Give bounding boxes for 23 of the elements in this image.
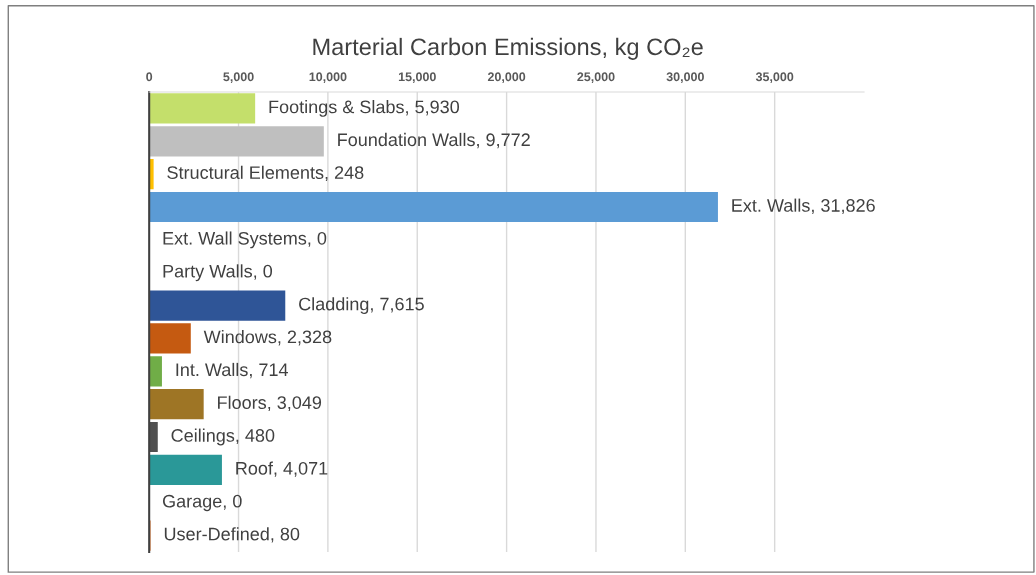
data-label: Ceilings, 480	[171, 428, 275, 446]
data-label: Structural Elements, 248	[167, 165, 364, 182]
data-label: Footings & Slabs, 5,930	[269, 100, 460, 117]
data-label: Roof, 4,071	[236, 461, 328, 477]
x-tick-label: 15,000	[398, 72, 436, 84]
data-label: Ext. Walls, 31,826	[732, 198, 875, 214]
x-tick-label: 30,000	[666, 72, 704, 84]
data-label: Party Walls, 0	[163, 264, 273, 282]
data-label: Windows, 2,328	[203, 330, 332, 346]
x-tick-label: 5,000	[223, 72, 254, 84]
data-label: User-Defined, 80	[164, 527, 300, 543]
chart-title: Marterial Carbon Emissions, kg CO₂e	[313, 37, 703, 60]
x-tick-label: 25,000	[577, 72, 615, 84]
x-tick-label: 10,000	[309, 72, 347, 84]
x-tick-label: 0	[146, 72, 153, 82]
data-label: Int. Walls, 714	[176, 362, 288, 379]
data-label: Cladding, 7,615	[299, 297, 424, 314]
data-label: Floors, 3,049	[218, 395, 322, 412]
data-label: Garage, 0	[162, 494, 242, 512]
data-label: Foundation Walls, 9,772	[338, 132, 530, 149]
x-tick-label: 20,000	[487, 72, 526, 84]
data-label: Ext. Wall Systems, 0	[163, 231, 327, 249]
x-tick-label: 35,000	[755, 72, 794, 84]
